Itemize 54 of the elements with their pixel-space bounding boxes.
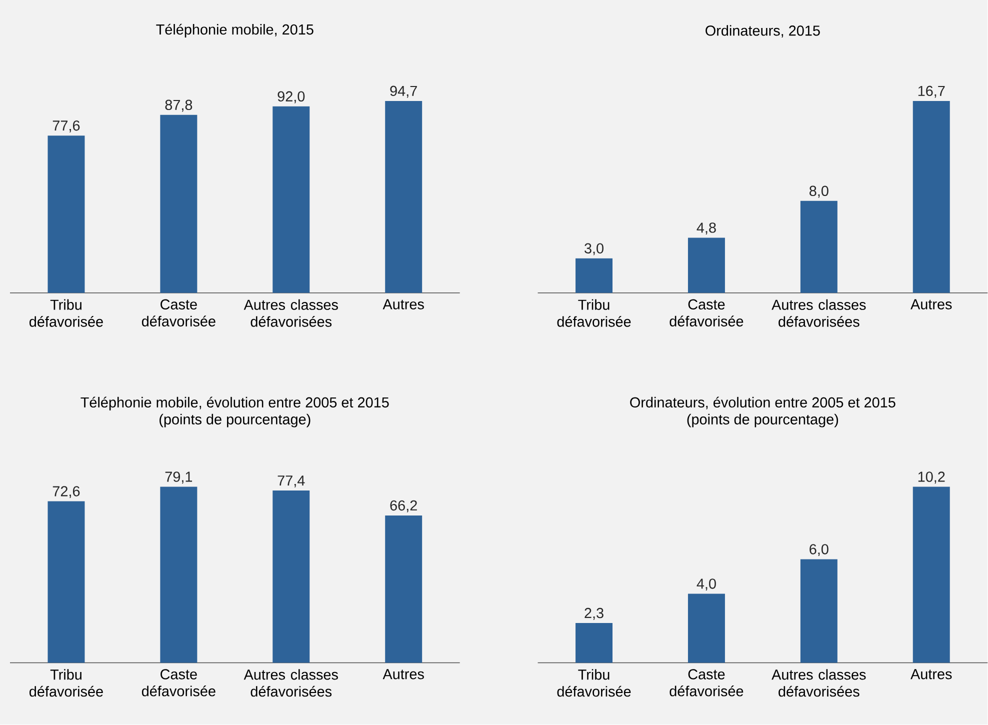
bar bbox=[272, 490, 310, 663]
x-tick-label: Autres bbox=[910, 669, 952, 680]
bar bbox=[160, 115, 198, 294]
chart-title: Téléphonie mobile, évolution entre 2005 et 2015 bbox=[80, 396, 389, 411]
bar bbox=[48, 501, 85, 663]
bar bbox=[912, 486, 950, 663]
bar bbox=[576, 258, 613, 294]
chart-title: Ordinateurs, 2015 bbox=[706, 25, 820, 38]
x-tick-label: Caste défavorisée bbox=[670, 299, 744, 327]
data-label: 4,0 bbox=[696, 578, 716, 591]
data-label: 77,6 bbox=[52, 120, 80, 133]
bar bbox=[912, 101, 950, 294]
data-label: 72,6 bbox=[52, 486, 80, 498]
x-tick-label: Autres classes défavorisées bbox=[772, 299, 866, 327]
data-label: 6,0 bbox=[810, 544, 828, 556]
x-tick-label: Tribu défavorisée bbox=[557, 669, 631, 697]
bar bbox=[688, 594, 725, 663]
x-tick-label: Tribu défavorisée bbox=[557, 299, 631, 327]
data-label: 4,8 bbox=[696, 222, 716, 235]
data-label: 3,0 bbox=[584, 243, 604, 256]
bar bbox=[272, 106, 310, 294]
data-label: 2,3 bbox=[584, 608, 604, 620]
x-tick-label: Tribu défavorisée bbox=[30, 669, 103, 697]
x-tick-label: Autres bbox=[382, 299, 424, 310]
x-tick-label: Autres classes défavorisées bbox=[772, 669, 866, 697]
data-label: 8,0 bbox=[810, 186, 828, 198]
data-label: 16,7 bbox=[918, 86, 945, 98]
data-label: 10,2 bbox=[918, 472, 945, 484]
x-tick-label: Caste défavorisée bbox=[670, 669, 744, 696]
x-tick-label: Caste défavorisée bbox=[142, 299, 216, 327]
data-label: 66,2 bbox=[390, 500, 417, 512]
data-label: 92,0 bbox=[278, 91, 305, 104]
bar bbox=[385, 101, 422, 294]
data-label: 77,4 bbox=[278, 476, 305, 488]
chart-title: Ordinateurs, évolution entre 2005 et 2015 bbox=[630, 396, 896, 410]
chart-subtitle: (points de pourcentage) bbox=[160, 414, 310, 428]
x-tick-label: Autres classes défavorisées bbox=[244, 299, 338, 327]
bar bbox=[688, 238, 725, 294]
chart-title: Téléphonie mobile, 2015 bbox=[156, 24, 314, 38]
x-tick-label: Caste défavorisée bbox=[142, 669, 216, 696]
x-tick-label: Autres bbox=[910, 299, 952, 310]
x-tick-label: Autres bbox=[382, 669, 424, 680]
bar bbox=[800, 201, 838, 294]
data-label: 87,8 bbox=[165, 100, 192, 112]
chart-subtitle: (points de pourcentage) bbox=[687, 414, 838, 428]
x-tick-label: Tribu défavorisée bbox=[30, 299, 103, 327]
bar bbox=[800, 559, 838, 663]
data-label: 79,1 bbox=[165, 472, 192, 484]
x-tick-label: Autres classes défavorisées bbox=[244, 669, 338, 697]
bar bbox=[576, 623, 613, 663]
bar bbox=[160, 486, 198, 663]
bar bbox=[385, 516, 422, 663]
bar bbox=[48, 136, 85, 294]
data-label: 94,7 bbox=[390, 86, 417, 98]
